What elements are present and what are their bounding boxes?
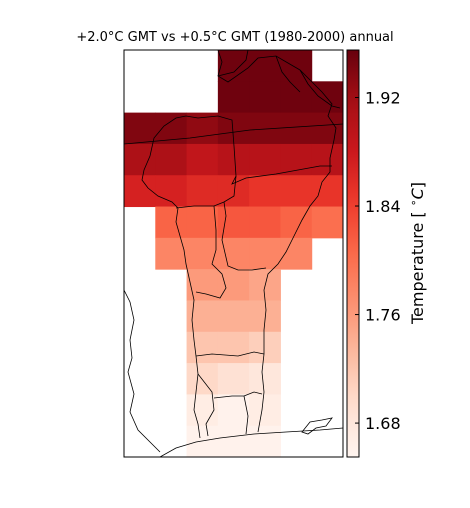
- heatmap-cell: [280, 206, 313, 239]
- heatmap-cell: [217, 206, 250, 239]
- heatmap-cell: [124, 112, 156, 145]
- heatmap-cell: [217, 237, 250, 270]
- heatmap-cell: [249, 331, 281, 364]
- heatmap-cell: [217, 143, 250, 176]
- coast-west-edge: [124, 289, 161, 453]
- border-line: [124, 123, 343, 145]
- colorbar-tick-label: 1.76: [365, 306, 401, 325]
- heatmap-cell: [217, 81, 250, 114]
- chart-title: +2.0°C GMT vs +0.5°C GMT (1980-2000) ann…: [76, 30, 394, 45]
- heatmap-cell: [249, 363, 281, 395]
- heatmap-cell: [155, 175, 188, 208]
- heatmap-cell: [249, 206, 281, 239]
- heatmap-cell: [186, 237, 219, 270]
- colorbar-tick-label: 1.92: [365, 88, 401, 107]
- colorbar-tick-label: 1.68: [365, 414, 401, 433]
- heatmap-cells: [124, 50, 343, 457]
- border-north-2: [275, 55, 301, 93]
- heatmap-cell: [249, 175, 281, 208]
- heatmap-cell: [217, 300, 250, 333]
- map-frame: [123, 49, 344, 458]
- heatmap-cell: [249, 143, 281, 176]
- colorbar-ticks: 1.68 1.76 1.84 1.92: [355, 88, 401, 433]
- colorbar: [346, 49, 360, 458]
- heatmap-cell: [311, 206, 343, 239]
- heatmap-cell: [280, 81, 313, 114]
- border-6: [197, 373, 215, 437]
- heatmap-cell: [186, 425, 219, 457]
- heatmap-cell: [186, 206, 219, 239]
- border-3: [195, 205, 227, 299]
- colorbar-label: Temperature [ ∘C]: [407, 182, 428, 325]
- heatmap-cell: [217, 425, 250, 457]
- border-8: [243, 391, 263, 397]
- heatmap-cell: [186, 175, 219, 208]
- heatmap-cell: [249, 81, 281, 114]
- heatmap-cell: [124, 175, 156, 208]
- country-boundaries: [124, 50, 343, 457]
- coast-south: [159, 427, 343, 457]
- heatmap-cell: [217, 50, 250, 82]
- heatmap-cell: [280, 237, 313, 270]
- coastline-east: [217, 50, 337, 433]
- heatmap-cell: [280, 175, 313, 208]
- border-5: [195, 351, 265, 357]
- heatmap-cell: [311, 112, 343, 145]
- heatmap-cell: [249, 237, 281, 270]
- heatmap-cell: [311, 175, 343, 208]
- heatmap-cell: [217, 363, 250, 395]
- heatmap-cell: [249, 50, 281, 82]
- heatmap-cell: [280, 112, 313, 145]
- border-4: [221, 201, 267, 271]
- heatmap-cell: [186, 300, 219, 333]
- heatmap-cell: [249, 394, 281, 427]
- colorbar-tick-label: 1.84: [365, 197, 401, 216]
- heatmap-cell: [249, 425, 281, 457]
- border-1: [185, 115, 332, 185]
- heatmap-cell: [217, 331, 250, 364]
- lake: [301, 417, 333, 435]
- heatmap-cell: [217, 269, 250, 301]
- heatmap-cell: [155, 206, 188, 239]
- heatmap-cell: [186, 143, 219, 176]
- heatmap-cell: [280, 143, 313, 176]
- heatmap-cell: [311, 143, 343, 176]
- border-north: [217, 50, 249, 77]
- border-2: [175, 175, 237, 209]
- heatmap-cell: [155, 143, 188, 176]
- heatmap-cell: [186, 363, 219, 395]
- heatmap-cell: [186, 331, 219, 364]
- coast-northeast: [299, 69, 341, 109]
- heatmap-cell: [124, 143, 156, 176]
